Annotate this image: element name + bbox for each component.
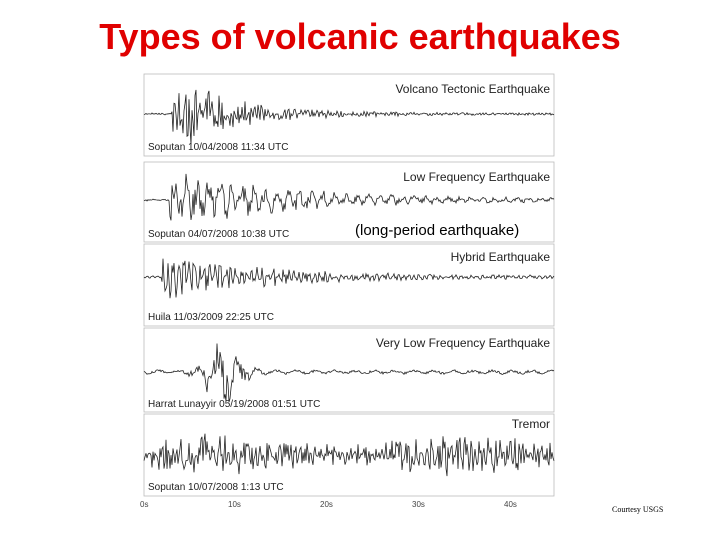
time-tick-10: 10s: [228, 500, 241, 509]
seismogram-panel-frame: [143, 161, 555, 243]
station-label-tremor: Soputan 10/07/2008 1:13 UTC: [148, 482, 284, 493]
seismogram-panel-frame: [143, 243, 555, 327]
seismogram-trace: [143, 258, 555, 299]
station-label-low-frequency: Soputan 04/07/2008 10:38 UTC: [148, 229, 290, 240]
seismogram-trace: [143, 173, 555, 221]
seismogram-figure: Volcano Tectonic Earthquake Soputan 10/0…: [140, 70, 558, 510]
seismogram-trace: [143, 89, 555, 145]
station-label-hybrid: Huila 11/03/2009 22:25 UTC: [148, 312, 275, 323]
time-tick-30: 30s: [412, 500, 425, 509]
seismogram-panel-frame: [143, 327, 555, 413]
seismogram-panel-frame: [143, 413, 555, 497]
time-tick-20: 20s: [320, 500, 333, 509]
panel-title-volcano-tectonic: Volcano Tectonic Earthquake: [395, 82, 550, 96]
seismogram-panel-frame: [143, 73, 555, 157]
panel-title-low-frequency: Low Frequency Earthquake: [403, 170, 550, 184]
station-label-volcano-tectonic: Soputan 10/04/2008 11:34 UTC: [148, 142, 289, 153]
panel-title-very-low-frequency: Very Low Frequency Earthquake: [375, 336, 550, 350]
seismogram-trace: [143, 433, 555, 477]
long-period-annotation: (long-period earthquake): [353, 222, 522, 239]
credit-label: Courtesy USGS: [612, 505, 664, 514]
panel-title-hybrid: Hybrid Earthquake: [450, 250, 550, 264]
slide-title: Types of volcanic earthquakes: [99, 16, 621, 57]
station-label-very-low-frequency: Harrat Lunayyir 05/19/2008 01:51 UTC: [148, 399, 321, 410]
panel-title-tremor: Tremor: [511, 417, 550, 431]
seismogram-traces: [143, 73, 555, 497]
time-tick-40: 40s: [504, 500, 517, 509]
seismogram-trace: [143, 343, 555, 403]
time-tick-0: 0s: [140, 500, 149, 509]
